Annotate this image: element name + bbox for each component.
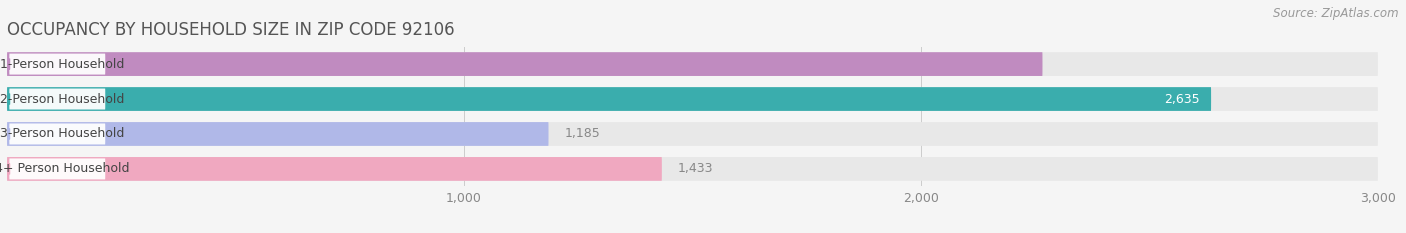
FancyBboxPatch shape — [10, 158, 105, 179]
FancyBboxPatch shape — [7, 52, 1378, 76]
Text: 2,635: 2,635 — [1164, 93, 1199, 106]
FancyBboxPatch shape — [7, 122, 548, 146]
Text: 2,266: 2,266 — [995, 58, 1031, 71]
Text: 3-Person Household: 3-Person Household — [0, 127, 124, 140]
Text: 2-Person Household: 2-Person Household — [0, 93, 124, 106]
FancyBboxPatch shape — [7, 87, 1378, 111]
FancyBboxPatch shape — [10, 89, 105, 110]
FancyBboxPatch shape — [7, 157, 662, 181]
FancyBboxPatch shape — [7, 87, 1211, 111]
FancyBboxPatch shape — [10, 54, 105, 75]
Text: 1,185: 1,185 — [564, 127, 600, 140]
FancyBboxPatch shape — [7, 157, 1378, 181]
Text: Source: ZipAtlas.com: Source: ZipAtlas.com — [1274, 7, 1399, 20]
Text: OCCUPANCY BY HOUSEHOLD SIZE IN ZIP CODE 92106: OCCUPANCY BY HOUSEHOLD SIZE IN ZIP CODE … — [7, 21, 454, 39]
Text: 1-Person Household: 1-Person Household — [0, 58, 124, 71]
FancyBboxPatch shape — [7, 52, 1042, 76]
FancyBboxPatch shape — [7, 122, 1378, 146]
Text: 1,433: 1,433 — [678, 162, 713, 175]
Text: 4+ Person Household: 4+ Person Household — [0, 162, 129, 175]
FancyBboxPatch shape — [10, 123, 105, 144]
